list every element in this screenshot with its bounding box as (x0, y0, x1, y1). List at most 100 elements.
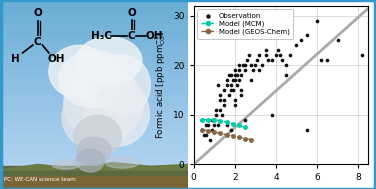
Bar (0, 150, 188, 157)
Text: O: O (127, 8, 136, 18)
Observation (209, 118, 215, 121)
Observation (236, 79, 242, 82)
Bar (0, 169, 188, 176)
Observation (224, 84, 230, 87)
Ellipse shape (62, 87, 118, 147)
Bar (0, 56, 188, 63)
Observation (224, 79, 230, 82)
Observation (205, 123, 211, 126)
Bar (0, 24, 188, 32)
Observation (259, 64, 265, 67)
Observation (304, 128, 310, 131)
Observation (246, 54, 252, 57)
Bar (0, 94, 188, 101)
Text: PC: WE-CAN science team: PC: WE-CAN science team (4, 177, 76, 182)
Line: Model (MCM): Model (MCM) (200, 118, 247, 129)
Observation (232, 74, 238, 77)
Observation (234, 74, 240, 77)
Observation (215, 84, 221, 87)
Model (MCM) (224, 121, 229, 123)
Observation (236, 69, 242, 72)
Bar (0, 100, 188, 107)
Bar (0, 176, 188, 189)
Observation (262, 49, 268, 52)
Bar (0, 62, 188, 69)
Bar (0, 87, 188, 94)
Observation (283, 64, 289, 67)
Observation (252, 64, 258, 67)
Observation (209, 128, 215, 131)
Bar (0, 68, 188, 76)
Bar (0, 119, 188, 126)
Text: H: H (11, 54, 20, 64)
Observation (238, 94, 244, 96)
Observation (213, 113, 219, 116)
Bar (0, 144, 188, 151)
Observation (277, 54, 283, 57)
Bar (0, 166, 188, 189)
Observation (255, 59, 261, 62)
Observation (230, 88, 236, 91)
X-axis label: Plume age [hours]: Plume age [hours] (236, 188, 326, 189)
Observation (227, 88, 233, 91)
Model (GEOS-Chem) (218, 132, 223, 134)
Observation (269, 59, 275, 62)
Observation (250, 69, 256, 72)
Bar (0, 175, 188, 183)
Observation (221, 98, 227, 101)
Observation (221, 88, 227, 91)
Model (GEOS-Chem) (237, 136, 241, 138)
Observation (248, 79, 254, 82)
Observation (227, 74, 233, 77)
Observation (207, 138, 213, 141)
Model (GEOS-Chem) (200, 129, 204, 131)
Observation (262, 54, 268, 57)
Ellipse shape (105, 157, 139, 168)
Observation (240, 64, 246, 67)
Bar (0, 5, 188, 13)
Bar (0, 43, 188, 50)
Observation (318, 59, 324, 62)
Observation (287, 54, 293, 57)
Ellipse shape (49, 45, 109, 98)
Model (GEOS-Chem) (243, 138, 247, 140)
Ellipse shape (76, 149, 105, 172)
Model (MCM) (237, 124, 241, 126)
Ellipse shape (94, 55, 150, 115)
Line: Model (GEOS-Chem): Model (GEOS-Chem) (200, 128, 253, 141)
Observation (273, 54, 279, 57)
Observation (230, 79, 236, 82)
Observation (335, 39, 341, 42)
Ellipse shape (76, 37, 142, 84)
Observation (256, 54, 262, 57)
Observation (226, 94, 232, 96)
Observation (203, 123, 209, 126)
Bar (0, 18, 188, 25)
Bar (0, 0, 188, 6)
Observation (283, 74, 289, 77)
Ellipse shape (64, 66, 143, 142)
Model (GEOS-Chem) (230, 135, 235, 137)
Observation (203, 133, 209, 136)
Text: C: C (128, 31, 135, 41)
Observation (324, 59, 331, 62)
Polygon shape (0, 163, 188, 170)
Observation (242, 118, 248, 121)
Model (MCM) (200, 119, 204, 121)
Bar (0, 163, 188, 170)
Observation (201, 133, 207, 136)
Bar (0, 156, 188, 164)
Observation (248, 64, 254, 67)
Ellipse shape (52, 160, 80, 169)
Ellipse shape (83, 80, 150, 146)
Observation (238, 88, 244, 91)
Observation (211, 123, 217, 126)
Observation (232, 98, 238, 101)
Observation (211, 118, 217, 121)
Observation (199, 128, 205, 131)
Observation (224, 123, 230, 126)
Model (MCM) (218, 120, 223, 122)
Observation (221, 103, 227, 106)
Model (MCM) (206, 119, 210, 121)
Observation (297, 39, 303, 42)
